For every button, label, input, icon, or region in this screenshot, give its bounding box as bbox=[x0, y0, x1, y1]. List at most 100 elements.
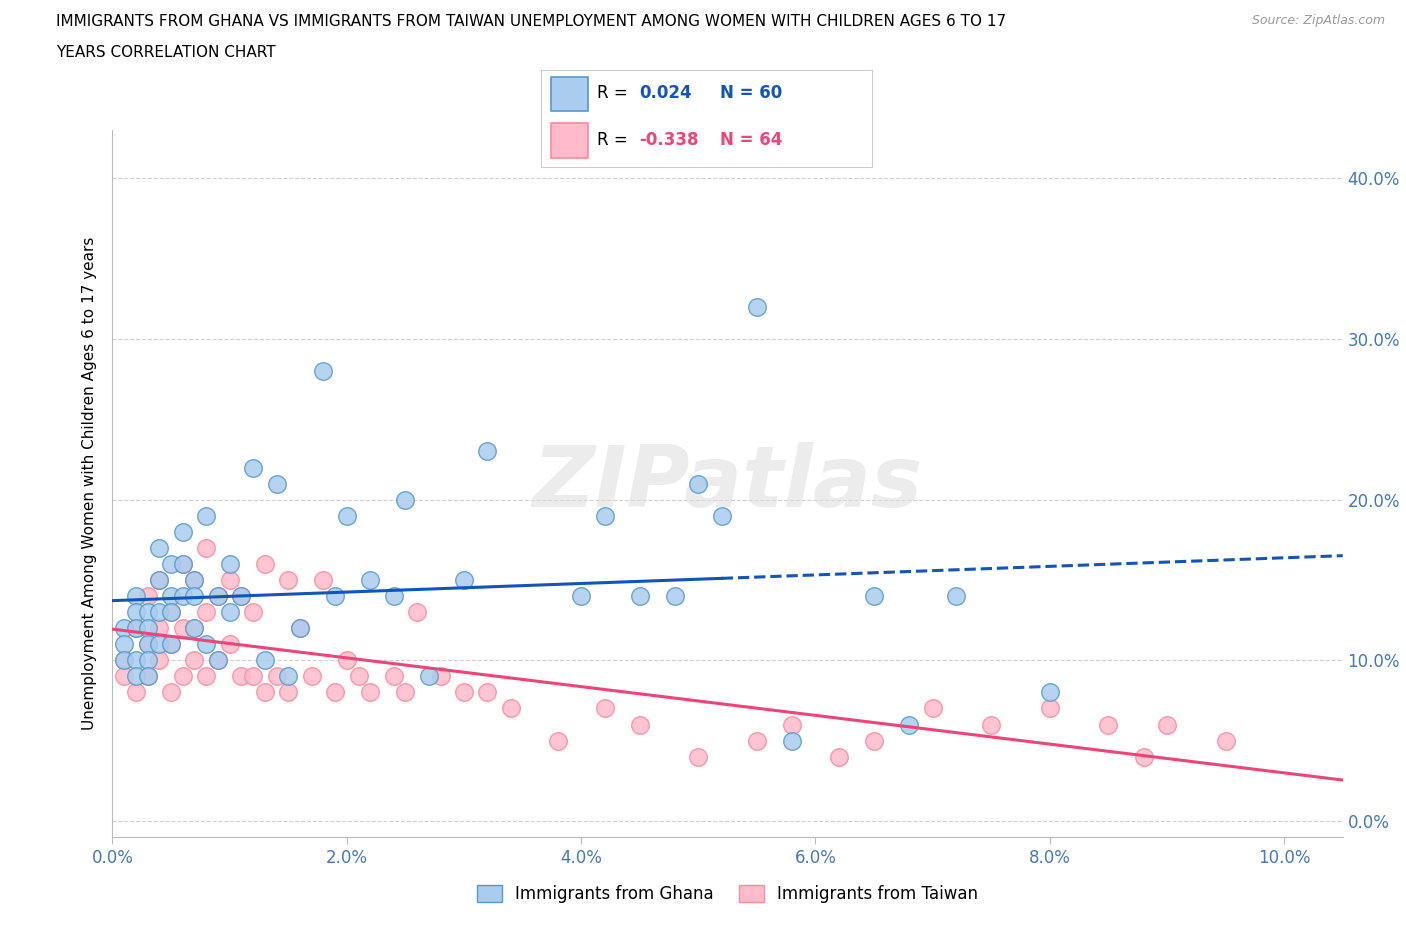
Point bbox=[745, 733, 768, 748]
Point bbox=[277, 685, 299, 700]
Point bbox=[547, 733, 569, 748]
Point bbox=[312, 573, 335, 588]
Point bbox=[125, 620, 148, 635]
Point bbox=[172, 620, 194, 635]
Point bbox=[125, 685, 148, 700]
Point bbox=[136, 637, 159, 652]
Point bbox=[593, 509, 616, 524]
Point bbox=[136, 653, 159, 668]
Point bbox=[266, 669, 288, 684]
Point bbox=[359, 685, 381, 700]
Point bbox=[898, 717, 921, 732]
Point bbox=[148, 573, 170, 588]
Point bbox=[218, 604, 240, 619]
Point bbox=[160, 556, 183, 571]
Point bbox=[160, 589, 183, 604]
Point bbox=[160, 685, 183, 700]
Point bbox=[218, 556, 240, 571]
Point bbox=[231, 589, 253, 604]
Point bbox=[183, 573, 205, 588]
Point bbox=[336, 509, 359, 524]
Point bbox=[312, 364, 335, 379]
Text: IMMIGRANTS FROM GHANA VS IMMIGRANTS FROM TAIWAN UNEMPLOYMENT AMONG WOMEN WITH CH: IMMIGRANTS FROM GHANA VS IMMIGRANTS FROM… bbox=[56, 14, 1007, 29]
Point bbox=[183, 653, 205, 668]
Point bbox=[945, 589, 967, 604]
Point bbox=[406, 604, 429, 619]
Point bbox=[218, 637, 240, 652]
Point bbox=[112, 653, 135, 668]
Point bbox=[136, 637, 159, 652]
Point bbox=[453, 573, 475, 588]
Point bbox=[688, 750, 710, 764]
Text: ZIPatlas: ZIPatlas bbox=[533, 442, 922, 525]
Point bbox=[980, 717, 1002, 732]
Point bbox=[569, 589, 592, 604]
Point bbox=[347, 669, 370, 684]
Text: -0.338: -0.338 bbox=[638, 131, 699, 149]
Point bbox=[148, 604, 170, 619]
Point bbox=[231, 669, 253, 684]
Point bbox=[172, 525, 194, 539]
Point bbox=[136, 604, 159, 619]
Text: N = 64: N = 64 bbox=[720, 131, 782, 149]
Point bbox=[266, 476, 288, 491]
Text: R =: R = bbox=[598, 131, 634, 149]
Point bbox=[112, 620, 135, 635]
Point bbox=[242, 604, 264, 619]
Point bbox=[664, 589, 686, 604]
Point bbox=[195, 604, 218, 619]
Point bbox=[394, 492, 416, 507]
Point bbox=[148, 540, 170, 555]
Point bbox=[1039, 701, 1062, 716]
Point bbox=[359, 573, 381, 588]
Point bbox=[418, 669, 440, 684]
Point bbox=[1039, 685, 1062, 700]
Point bbox=[828, 750, 851, 764]
Point bbox=[125, 653, 148, 668]
Text: R =: R = bbox=[598, 85, 634, 102]
Point bbox=[336, 653, 359, 668]
Point bbox=[172, 589, 194, 604]
Point bbox=[195, 669, 218, 684]
Point bbox=[136, 669, 159, 684]
Point bbox=[301, 669, 323, 684]
Point bbox=[277, 669, 299, 684]
Point bbox=[172, 556, 194, 571]
Point bbox=[160, 637, 183, 652]
Text: YEARS CORRELATION CHART: YEARS CORRELATION CHART bbox=[56, 45, 276, 60]
Point bbox=[253, 685, 276, 700]
Point bbox=[160, 604, 183, 619]
Point bbox=[1097, 717, 1119, 732]
Point bbox=[277, 573, 299, 588]
Point bbox=[1215, 733, 1237, 748]
Point bbox=[172, 556, 194, 571]
Point bbox=[242, 460, 264, 475]
Point bbox=[112, 637, 135, 652]
Text: 0.024: 0.024 bbox=[638, 85, 692, 102]
Point bbox=[195, 637, 218, 652]
Point bbox=[780, 733, 803, 748]
Point bbox=[207, 653, 229, 668]
Text: Source: ZipAtlas.com: Source: ZipAtlas.com bbox=[1251, 14, 1385, 27]
Point bbox=[477, 685, 499, 700]
Point bbox=[183, 620, 205, 635]
Point bbox=[288, 620, 311, 635]
Point bbox=[429, 669, 451, 684]
Point bbox=[382, 589, 405, 604]
Point bbox=[242, 669, 264, 684]
Point bbox=[183, 620, 205, 635]
Point bbox=[125, 604, 148, 619]
Point bbox=[172, 669, 194, 684]
Point bbox=[125, 620, 148, 635]
Point bbox=[207, 589, 229, 604]
Point bbox=[921, 701, 943, 716]
Point bbox=[745, 299, 768, 314]
Point bbox=[136, 669, 159, 684]
Point bbox=[253, 556, 276, 571]
Y-axis label: Unemployment Among Women with Children Ages 6 to 17 years: Unemployment Among Women with Children A… bbox=[82, 237, 97, 730]
Point bbox=[148, 573, 170, 588]
FancyBboxPatch shape bbox=[551, 76, 588, 111]
Point bbox=[323, 685, 346, 700]
Point bbox=[1156, 717, 1178, 732]
Point bbox=[160, 637, 183, 652]
